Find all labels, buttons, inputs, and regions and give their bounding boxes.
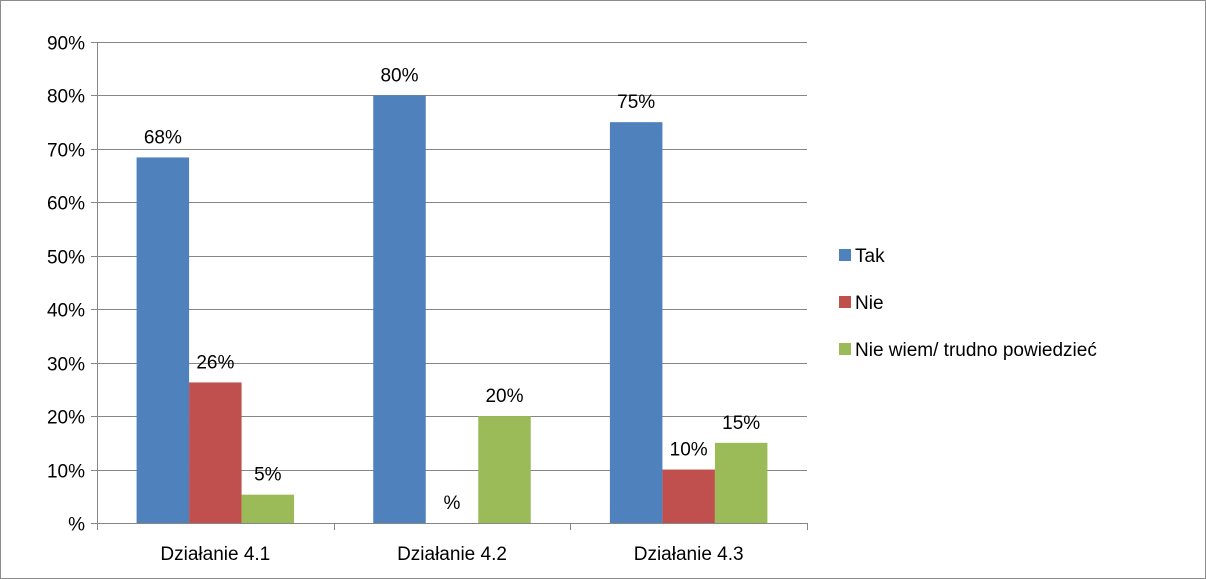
y-tick-label: 40% xyxy=(47,301,85,322)
bars xyxy=(136,95,768,524)
x-category-label: Działanie 4.1 xyxy=(160,544,270,565)
data-label: 10% xyxy=(670,440,708,461)
axes: % 10% 20% 30% 40% 50% 60% 70% 80% 90% Działanie 4.… xyxy=(47,34,808,565)
legend: Tak Nie Nie wiem/ trudno powiedzieć xyxy=(839,246,1097,361)
bar xyxy=(662,469,715,523)
data-label: 80% xyxy=(380,65,418,86)
data-label: % xyxy=(444,493,461,514)
x-category-label: Działanie 4.3 xyxy=(634,544,744,565)
bar xyxy=(189,382,242,523)
data-label: 15% xyxy=(722,413,760,434)
y-tick-label: 20% xyxy=(47,408,85,429)
bar xyxy=(609,122,663,524)
y-tick-label: % xyxy=(68,515,85,536)
legend-label: Nie wiem/ trudno powiedzieć xyxy=(855,340,1097,361)
data-label: 68% xyxy=(144,127,182,148)
y-tick-label: 60% xyxy=(47,194,85,215)
data-label: 26% xyxy=(196,352,234,373)
y-tick-label: 90% xyxy=(47,34,85,55)
legend-swatch xyxy=(839,296,851,308)
legend-label: Tak xyxy=(855,246,885,267)
legend-label: Nie xyxy=(855,293,884,314)
bar xyxy=(241,494,295,523)
y-tick-label: 80% xyxy=(47,87,85,108)
bar xyxy=(478,416,531,523)
legend-swatch xyxy=(839,249,851,261)
x-category-label: Działanie 4.2 xyxy=(397,544,507,565)
bar xyxy=(136,157,190,523)
bar xyxy=(714,442,768,523)
data-label: 5% xyxy=(254,465,282,486)
data-labels: 68% 80% 75% 26%% 10% 5% 20% 15% xyxy=(144,65,760,514)
bar xyxy=(373,95,426,523)
y-tick-label: 70% xyxy=(47,141,85,162)
y-tick-label: 50% xyxy=(47,248,85,269)
y-tick-label: 30% xyxy=(47,355,85,376)
legend-swatch xyxy=(839,343,851,355)
data-label: 20% xyxy=(485,386,523,407)
y-tick-label: 10% xyxy=(47,462,85,483)
data-label: 75% xyxy=(617,92,655,113)
